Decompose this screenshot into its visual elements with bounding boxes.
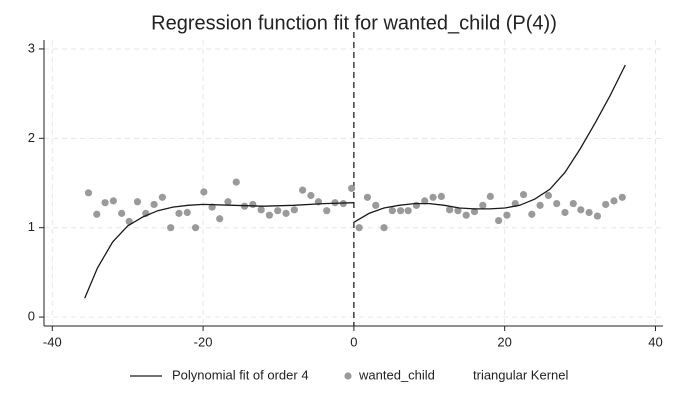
- data-point: [118, 209, 126, 217]
- data-point: [454, 207, 462, 215]
- data-point: [437, 192, 445, 201]
- data-point: [561, 208, 569, 217]
- data-point: [544, 191, 552, 200]
- data-point: [290, 206, 298, 214]
- data-point: [232, 178, 240, 186]
- legend-label: wanted_child: [358, 367, 435, 382]
- chart-title: Regression function fit for wanted_child…: [151, 12, 557, 34]
- data-point: [585, 208, 593, 217]
- data-point: [519, 191, 528, 199]
- data-point: [421, 197, 429, 205]
- data-point: [200, 188, 208, 196]
- data-point: [167, 224, 175, 232]
- y-tick-label: 1: [28, 219, 35, 234]
- data-point: [158, 193, 166, 201]
- data-point: [404, 207, 412, 215]
- data-point: [363, 193, 372, 201]
- data-point: [175, 209, 183, 217]
- data-point: [618, 193, 626, 201]
- data-point: [462, 211, 470, 219]
- y-tick-label: 0: [28, 309, 35, 324]
- data-point: [183, 208, 191, 217]
- data-point: [282, 209, 290, 217]
- data-point: [191, 224, 200, 232]
- data-point: [593, 212, 602, 220]
- legend-label: Polynomial fit of order 4: [172, 367, 309, 382]
- data-point: [257, 206, 265, 214]
- data-point: [602, 200, 610, 209]
- y-tick-label: 2: [28, 130, 35, 145]
- data-point: [610, 197, 618, 205]
- data-point: [412, 201, 421, 209]
- data-point: [486, 192, 494, 201]
- data-point: [323, 207, 331, 215]
- legend-note: triangular Kernel: [473, 367, 568, 382]
- data-point: [553, 199, 561, 208]
- x-tick-label: 40: [648, 334, 662, 349]
- legend-swatch: [344, 372, 352, 380]
- data-point: [536, 201, 544, 209]
- data-point: [429, 193, 437, 201]
- data-point: [299, 186, 307, 194]
- x-tick-label: -40: [43, 334, 62, 349]
- data-point: [397, 207, 405, 215]
- x-tick-label: 20: [497, 334, 511, 349]
- data-point: [372, 201, 380, 209]
- fit-line: [84, 64, 626, 299]
- data-point: [307, 191, 315, 200]
- data-point: [265, 211, 274, 219]
- data-point: [93, 210, 101, 218]
- y-tick-label: 3: [28, 40, 35, 55]
- data-point: [274, 207, 282, 215]
- data-point: [479, 201, 487, 209]
- data-point: [216, 215, 224, 223]
- data-point: [503, 211, 511, 219]
- data-point: [577, 206, 585, 214]
- data-point: [528, 210, 536, 218]
- data-point: [101, 199, 109, 207]
- data-point: [495, 216, 503, 225]
- data-point: [388, 207, 396, 215]
- data-point: [224, 198, 232, 206]
- data-point: [569, 199, 577, 208]
- data-point: [109, 197, 117, 205]
- data-point: [348, 184, 356, 192]
- data-point: [470, 208, 479, 216]
- x-tick-label: 0: [350, 334, 357, 349]
- data-point: [355, 224, 363, 232]
- x-tick-label: -20: [194, 334, 213, 349]
- data-point: [249, 200, 257, 209]
- data-point: [150, 200, 158, 209]
- data-point: [133, 198, 142, 206]
- data-point: [84, 189, 93, 197]
- data-point: [446, 206, 454, 214]
- data-point: [380, 224, 388, 232]
